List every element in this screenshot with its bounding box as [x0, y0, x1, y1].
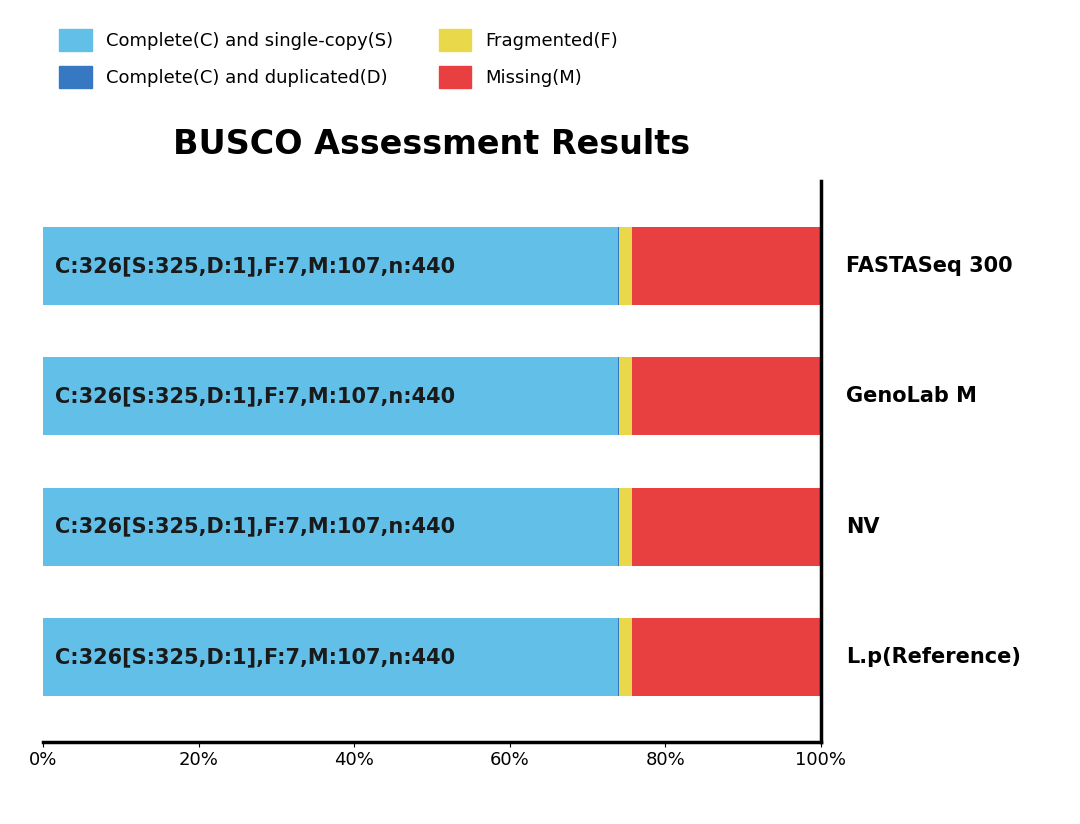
Bar: [619, 357, 632, 435]
Text: C:326[S:325,D:1],F:7,M:107,n:440: C:326[S:325,D:1],F:7,M:107,n:440: [55, 256, 455, 276]
Bar: [618, 227, 619, 305]
Legend: Complete(C) and single-copy(S), Complete(C) and duplicated(D), Fragmented(F), Mi: Complete(C) and single-copy(S), Complete…: [52, 22, 625, 95]
Bar: [619, 227, 632, 305]
Text: GenoLab M: GenoLab M: [846, 386, 976, 406]
Bar: [632, 357, 821, 435]
Title: BUSCO Assessment Results: BUSCO Assessment Results: [174, 128, 690, 161]
Text: L.p(Reference): L.p(Reference): [846, 647, 1021, 667]
Bar: [43, 618, 618, 696]
Bar: [43, 357, 618, 435]
Text: C:326[S:325,D:1],F:7,M:107,n:440: C:326[S:325,D:1],F:7,M:107,n:440: [55, 647, 455, 667]
Bar: [618, 357, 619, 435]
Bar: [618, 488, 619, 566]
Bar: [632, 618, 821, 696]
Bar: [618, 618, 619, 696]
Text: NV: NV: [846, 517, 879, 536]
Bar: [43, 227, 618, 305]
Bar: [632, 227, 821, 305]
Bar: [619, 618, 632, 696]
Text: C:326[S:325,D:1],F:7,M:107,n:440: C:326[S:325,D:1],F:7,M:107,n:440: [55, 386, 455, 406]
Bar: [619, 488, 632, 566]
Text: C:326[S:325,D:1],F:7,M:107,n:440: C:326[S:325,D:1],F:7,M:107,n:440: [55, 517, 455, 536]
Bar: [43, 488, 618, 566]
Text: FASTASeq 300: FASTASeq 300: [846, 256, 1012, 276]
Bar: [632, 488, 821, 566]
